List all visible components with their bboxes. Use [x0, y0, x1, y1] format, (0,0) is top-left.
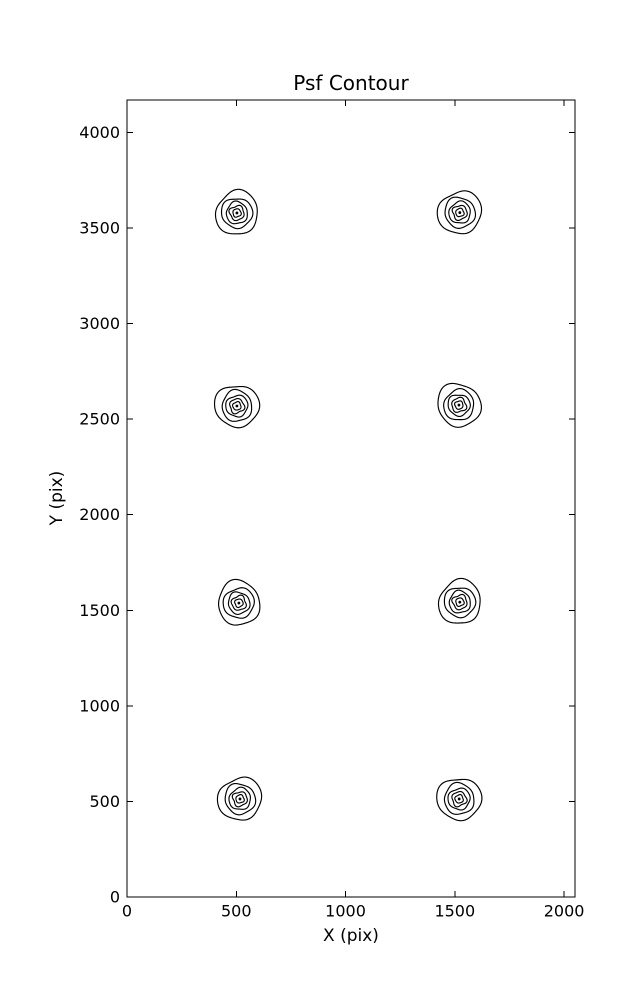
psf-contour-group	[214, 188, 258, 235]
psf-contour-group	[437, 577, 481, 624]
x-tick-label: 1000	[325, 902, 366, 921]
contour-ring	[447, 394, 471, 418]
contour-ring	[220, 198, 254, 230]
contour-ring	[436, 190, 483, 235]
contour-ring	[232, 208, 242, 218]
contour-ring	[443, 781, 475, 815]
contour-ring	[455, 207, 465, 218]
contour-ring	[225, 394, 249, 418]
contour-ring	[451, 790, 468, 808]
contour-ring	[225, 200, 248, 225]
psf-contour-group	[437, 382, 482, 428]
contour-ring	[451, 593, 468, 611]
y-tick-label: 2500	[79, 410, 120, 429]
psf-contour-group	[436, 190, 483, 235]
contour-ring	[453, 400, 464, 410]
psf-contour-group	[217, 578, 261, 626]
contour-ring	[221, 388, 253, 422]
psf-contours	[213, 188, 483, 822]
contour-ring	[454, 793, 464, 804]
contour-ring	[228, 786, 251, 810]
y-axis-label: Y (pix)	[47, 471, 67, 527]
contour-ring	[227, 591, 251, 615]
y-tick-label: 3500	[79, 219, 120, 238]
contour-ring	[436, 778, 483, 822]
contour-ring	[448, 200, 471, 224]
contour-ring	[437, 577, 481, 624]
y-tick-label: 1000	[79, 696, 120, 715]
contour-ring	[234, 598, 244, 609]
x-axis-label: X (pix)	[323, 926, 379, 946]
psf-contour-group	[436, 778, 483, 822]
y-tick-label: 4000	[79, 123, 120, 142]
contour-ring	[443, 387, 475, 421]
psf-contour-group	[213, 385, 261, 429]
contour-ring	[229, 397, 246, 415]
contour-ring	[235, 793, 245, 804]
y-tick-label: 500	[89, 792, 120, 811]
x-tick-label: 2000	[544, 902, 585, 921]
x-tick-label: 1500	[434, 902, 475, 921]
contour-ring	[231, 401, 242, 411]
contour-ring	[230, 594, 247, 611]
contour-ring	[222, 587, 255, 619]
contour-center-dot	[458, 600, 462, 604]
y-tick-label: 3000	[79, 314, 120, 333]
contour-ring	[437, 382, 482, 428]
contour-ring	[455, 597, 465, 607]
psf-contour-group	[216, 776, 263, 821]
contour-ring	[448, 589, 471, 614]
contour-center-dot	[235, 404, 239, 408]
contour-ring	[224, 783, 257, 816]
contour-center-dot	[458, 211, 462, 214]
contour-ring	[451, 204, 468, 222]
contour-ring	[216, 776, 263, 821]
contour-center-dot	[457, 797, 461, 801]
contour-ring	[217, 578, 261, 626]
y-tick-label: 0	[110, 888, 120, 907]
contour-ring	[231, 791, 248, 808]
contour-ring	[447, 787, 471, 811]
axis-ticks	[126, 100, 575, 898]
contour-ring	[444, 196, 477, 229]
x-tick-label: 500	[221, 902, 252, 921]
contour-ring	[228, 204, 245, 222]
plot-border	[126, 99, 576, 898]
contour-center-dot	[235, 211, 239, 215]
contour-ring	[451, 396, 468, 413]
y-tick-label: 2000	[79, 505, 120, 524]
contour-ring	[214, 188, 258, 235]
contour-center-dot	[237, 601, 241, 605]
chart-title: Psf Contour	[293, 71, 409, 95]
contour-ring	[443, 587, 477, 619]
contour-center-dot	[457, 403, 461, 407]
y-tick-label: 1500	[79, 601, 120, 620]
x-tick-label: 0	[122, 902, 132, 921]
contour-center-dot	[238, 797, 242, 801]
axis-tick-labels: 0 500 1000 1500 2000 0 500 1000 1500 2000 2500 3000…	[79, 123, 584, 921]
contour-ring	[213, 385, 261, 429]
